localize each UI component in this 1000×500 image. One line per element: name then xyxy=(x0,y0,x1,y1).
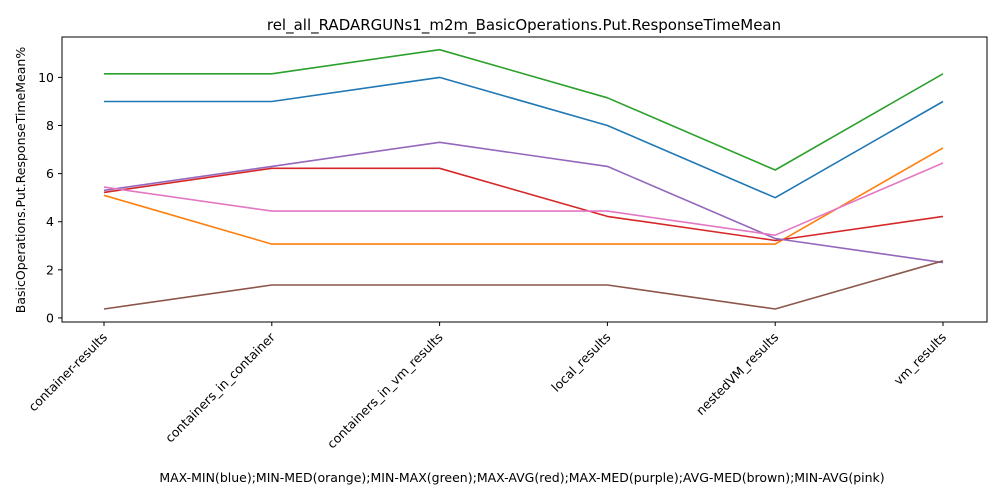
series-line-2 xyxy=(104,48,944,171)
y-tick-label: 4 xyxy=(46,214,54,229)
x-tick-label: containers_in_vm_results xyxy=(324,330,446,452)
x-tick-label: local_results xyxy=(548,330,613,395)
x-axis-ticks: container-results containers_in_container… xyxy=(25,322,949,451)
x-tick-label: container-results xyxy=(25,330,110,415)
y-tick-label: 8 xyxy=(46,118,54,133)
series-line-1 xyxy=(103,147,944,245)
x-axis-label: MAX-MIN(blue);MIN-MED(orange);MIN-MAX(gr… xyxy=(159,470,884,485)
series-line-3 xyxy=(103,167,944,242)
y-tick-label: 0 xyxy=(46,310,54,325)
series-line-4 xyxy=(103,141,944,264)
y-tick-label: 6 xyxy=(46,166,54,181)
y-tick-label: 2 xyxy=(46,262,54,277)
chart-title: rel_all_RADARGUNs1_m2m_BasicOperations.P… xyxy=(267,16,781,35)
series-layer xyxy=(103,48,944,310)
series-line-0 xyxy=(104,76,944,199)
y-axis-label: BasicOperations.Put.ResponseTimeMean% xyxy=(13,47,28,314)
y-axis-ticks: 0 2 4 6 8 10 xyxy=(38,70,62,325)
plot-frame xyxy=(61,36,988,323)
x-tick-label: containers_in_container xyxy=(162,329,278,445)
x-tick-label: vm_results xyxy=(891,330,949,388)
y-tick-label: 10 xyxy=(38,70,54,85)
series-line-5 xyxy=(103,260,944,310)
series-line-6 xyxy=(103,162,944,236)
x-tick-label: nestedVM_results xyxy=(693,330,781,418)
